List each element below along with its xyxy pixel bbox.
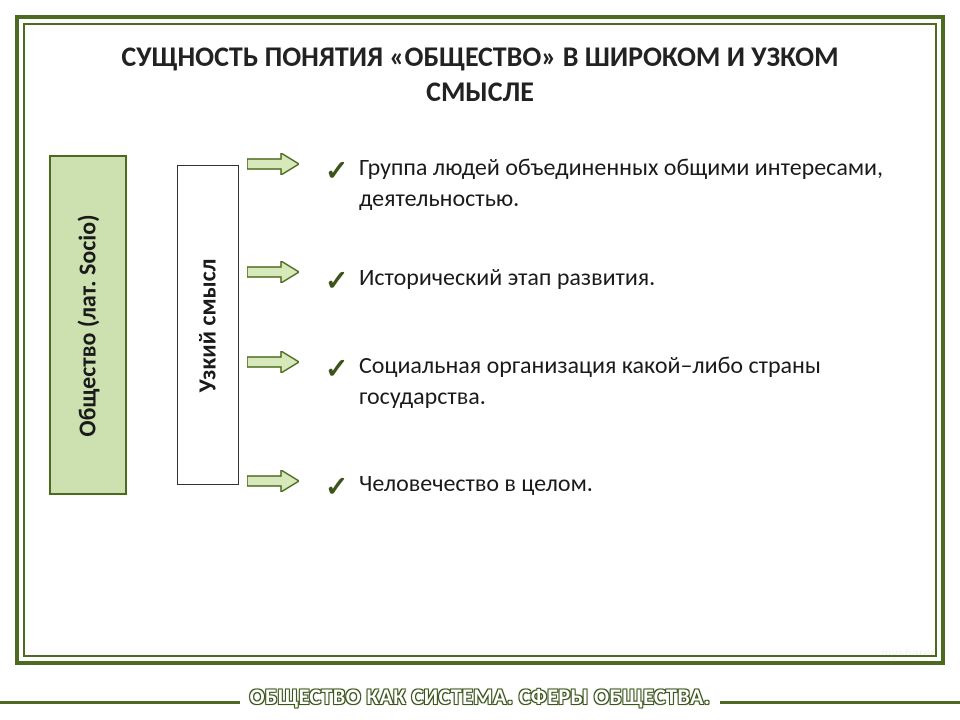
box-society: Общество (лат. Socio) <box>49 155 127 495</box>
arrow-3 <box>247 351 299 373</box>
list-item: ✓ Исторический этап развития. <box>325 263 915 294</box>
watermark: myshared <box>881 646 938 660</box>
list-item-text: Социальная организация какой–либо страны… <box>359 351 821 411</box>
footer-text: ОБЩЕСТВО КАК СИСТЕМА. СФЕРЫ ОБЩЕСТВА. <box>240 683 721 710</box>
content-area: Общество (лат. Socio) Узкий смысл ✓ <box>25 135 935 655</box>
arrow-2 <box>247 261 299 283</box>
check-icon: ✓ <box>325 263 348 299</box>
list-item-text: Исторический этап развития. <box>359 263 655 292</box>
check-icon: ✓ <box>325 153 348 189</box>
box-society-label: Общество (лат. Socio) <box>74 214 103 436</box>
check-icon: ✓ <box>325 351 348 387</box>
outer-frame: СУЩНОСТЬ ПОНЯТИЯ «ОБЩЕСТВО» В ШИРОКОМ И … <box>15 15 945 665</box>
inner-frame: СУЩНОСТЬ ПОНЯТИЯ «ОБЩЕСТВО» В ШИРОКОМ И … <box>23 23 937 657</box>
definition-list: ✓ Группа людей объединенных общими интер… <box>325 141 915 541</box>
check-icon: ✓ <box>325 469 348 505</box>
arrow-4 <box>247 470 299 492</box>
slide-title: СУЩНОСТЬ ПОНЯТИЯ «ОБЩЕСТВО» В ШИРОКОМ И … <box>25 25 935 115</box>
list-item: ✓ Социальная организация какой–либо стра… <box>325 351 915 412</box>
arrow-1 <box>247 153 299 175</box>
list-item-text: Человечество в целом. <box>359 469 593 498</box>
footer-bar: ОБЩЕСТВО КАК СИСТЕМА. СФЕРЫ ОБЩЕСТВА. <box>0 683 960 710</box>
list-item: ✓ Группа людей объединенных общими интер… <box>325 153 915 214</box>
list-item-text: Группа людей объединенных общими интерес… <box>359 153 883 213</box>
box-narrow-sense: Узкий смысл <box>177 165 239 485</box>
list-item: ✓ Человечество в целом. <box>325 469 915 500</box>
box-narrow-label: Узкий смысл <box>194 258 223 392</box>
